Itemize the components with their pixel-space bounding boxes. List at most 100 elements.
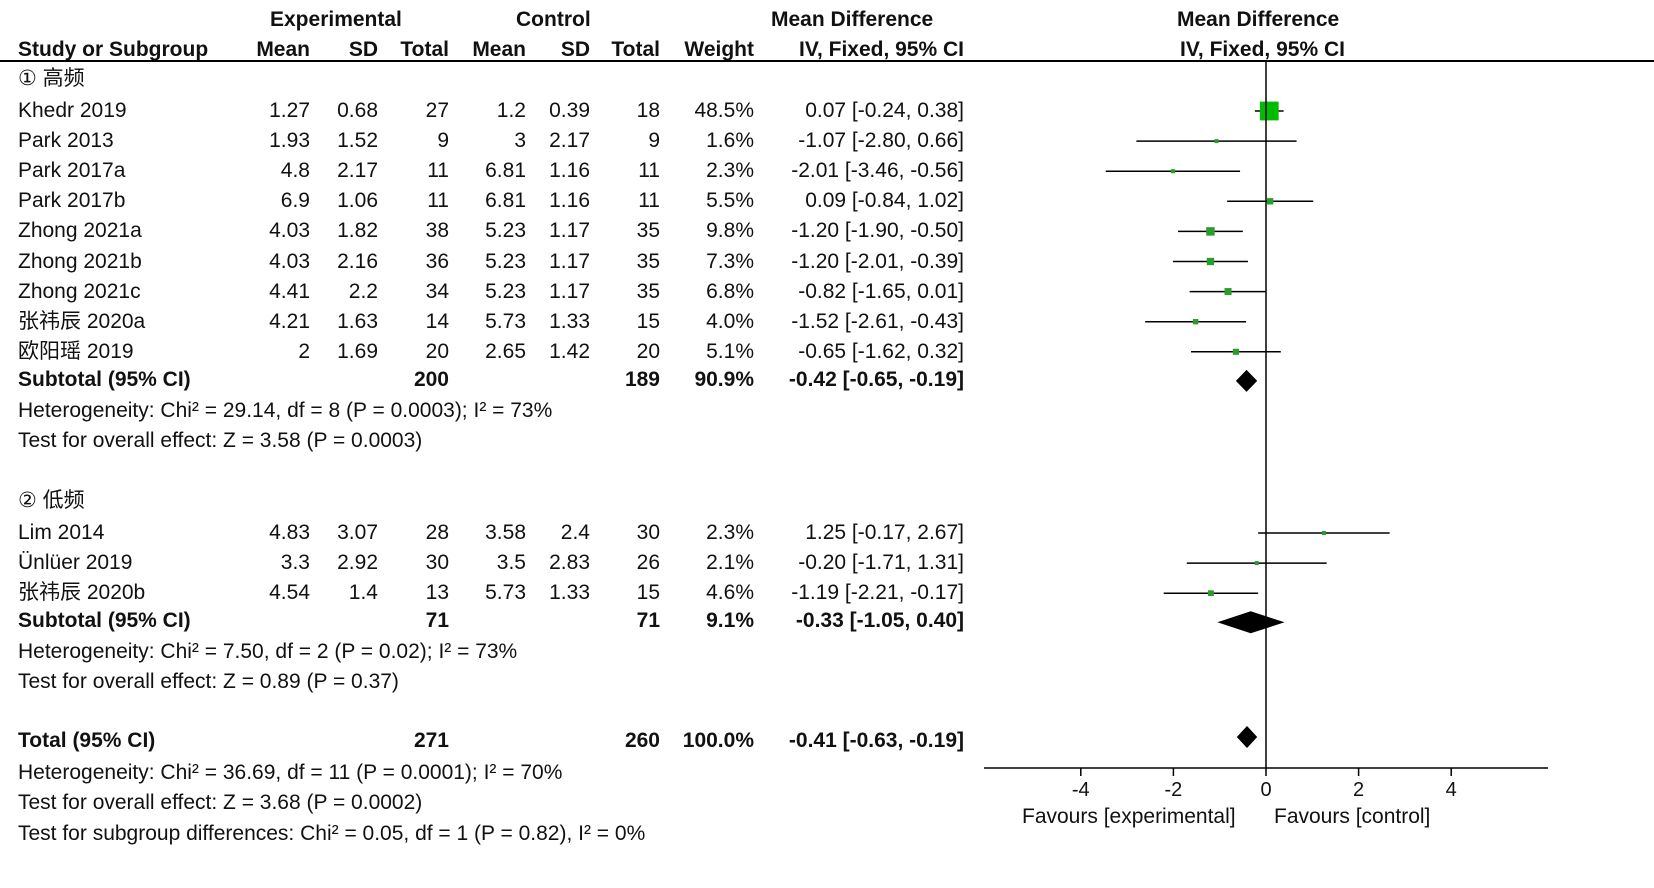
study-marker — [1254, 561, 1259, 566]
study-e-mean: 1.93 — [269, 129, 310, 153]
subtotal-e-total: 71 — [425, 609, 449, 633]
study-c-sd: 1.17 — [549, 249, 590, 273]
study-name: 欧阳瑶 2019 — [18, 339, 134, 363]
col-ctl-sd: SD — [560, 38, 590, 61]
x-tick-label: -2 — [1165, 779, 1183, 801]
subtotal-weight: 9.1% — [706, 609, 754, 633]
study-ci: -1.20 [-1.90, -0.50] — [791, 219, 964, 243]
subtotal-e-total: 200 — [413, 367, 449, 391]
col-ci: IV, Fixed, 95% CI — [799, 38, 964, 61]
study-ci: -1.52 [-2.61, -0.43] — [791, 309, 964, 333]
study-c-mean: 5.23 — [485, 279, 526, 303]
study-ci: -1.19 [-2.21, -0.17] — [791, 581, 964, 605]
study-e-sd: 2.17 — [337, 159, 378, 183]
study-e-sd: 2.16 — [337, 249, 378, 273]
overall-effect-text: Test for overall effect: Z = 3.58 (P = 0… — [18, 428, 423, 452]
study-c-total: 30 — [636, 521, 660, 544]
study-c-sd: 0.39 — [549, 99, 590, 122]
study-c-total: 35 — [636, 279, 660, 303]
study-c-sd: 1.17 — [549, 219, 590, 243]
study-e-sd: 1.82 — [337, 219, 378, 243]
study-marker — [1214, 139, 1219, 144]
study-name: Park 2013 — [18, 129, 114, 153]
header-control: Control — [516, 8, 591, 31]
study-e-sd: 2.92 — [337, 551, 378, 575]
col-study: Study or Subgroup — [18, 38, 209, 61]
study-weight: 4.6% — [706, 581, 754, 605]
study-name: Ünlüer 2019 — [18, 551, 133, 575]
study-e-mean: 4.8 — [280, 159, 310, 183]
study-c-total: 11 — [638, 159, 660, 183]
study-c-total: 20 — [636, 339, 660, 363]
study-c-mean: 6.81 — [485, 189, 526, 213]
study-e-mean: 6.9 — [280, 189, 310, 213]
study-marker — [1206, 257, 1215, 266]
study-e-total: 11 — [427, 189, 449, 213]
study-name: Lim 2014 — [18, 521, 105, 544]
study-c-mean: 5.73 — [485, 309, 526, 333]
study-c-total: 35 — [636, 219, 660, 243]
study-c-total: 18 — [636, 99, 660, 122]
col-ctl-mean: Mean — [472, 38, 526, 61]
study-e-sd: 1.63 — [337, 309, 378, 333]
total-ci: -0.41 [-0.63, -0.19] — [788, 729, 964, 752]
study-c-mean: 3 — [514, 129, 526, 153]
x-tick-label: -4 — [1072, 779, 1090, 801]
study-e-mean: 4.03 — [269, 219, 310, 243]
study-ci: 0.07 [-0.24, 0.38] — [805, 99, 964, 122]
col-ctl-total: Total — [611, 38, 660, 61]
study-e-sd: 0.68 — [337, 99, 378, 122]
study-e-mean: 4.03 — [269, 249, 310, 273]
study-weight: 5.5% — [706, 189, 754, 213]
study-e-total: 11 — [427, 159, 449, 183]
subtotal-c-total: 189 — [624, 367, 660, 391]
study-c-mean: 2.65 — [485, 339, 526, 363]
study-c-total: 15 — [636, 581, 660, 605]
study-e-total: 34 — [425, 279, 449, 303]
study-c-mean: 6.81 — [485, 159, 526, 183]
subtotal-label: Subtotal (95% CI) — [18, 367, 191, 391]
study-e-sd: 1.52 — [337, 129, 378, 153]
study-e-total: 30 — [425, 551, 449, 575]
study-weight: 1.6% — [706, 129, 754, 153]
study-weight: 2.1% — [706, 551, 754, 575]
study-marker — [1208, 590, 1214, 597]
study-weight: 48.5% — [694, 99, 754, 122]
study-marker — [1224, 288, 1232, 296]
study-e-mean: 3.3 — [280, 551, 310, 575]
study-c-mean: 3.5 — [496, 551, 526, 575]
study-weight: 6.8% — [706, 279, 754, 303]
study-name: Park 2017a — [18, 159, 126, 183]
study-c-mean: 1.2 — [496, 99, 526, 122]
study-e-mean: 4.41 — [269, 279, 310, 303]
study-e-total: 14 — [425, 309, 449, 333]
study-weight: 7.3% — [706, 249, 754, 273]
total-e-total: 271 — [413, 729, 449, 752]
study-c-sd: 2.17 — [549, 129, 590, 153]
subtotal-diamond — [1235, 369, 1258, 392]
study-c-total: 11 — [638, 189, 660, 213]
study-e-total: 36 — [425, 249, 449, 273]
favours-control-label: Favours [control] — [1274, 805, 1431, 828]
subtotal-ci: -0.33 [-1.05, 0.40] — [795, 609, 964, 633]
x-tick-label: 4 — [1446, 779, 1457, 801]
study-c-total: 35 — [636, 249, 660, 273]
subgroup-title: ① 高频 — [18, 67, 85, 90]
study-e-sd: 2.2 — [348, 279, 378, 303]
plot-subtitle: IV, Fixed, 95% CI — [1180, 38, 1345, 61]
study-c-sd: 1.42 — [549, 339, 590, 363]
study-ci: 1.25 [-0.17, 2.67] — [805, 521, 964, 544]
subgroup-differences-test: Test for subgroup differences: Chi² = 0.… — [18, 822, 646, 845]
study-name: 张祎辰 2020b — [18, 581, 146, 605]
study-e-sd: 1.69 — [337, 339, 378, 363]
study-name: Zhong 2021b — [18, 249, 142, 273]
study-marker — [1267, 198, 1274, 205]
study-e-total: 9 — [437, 129, 449, 153]
study-e-total: 38 — [425, 219, 449, 243]
total-label: Total (95% CI) — [18, 729, 156, 752]
study-e-sd: 1.4 — [348, 581, 378, 605]
study-marker — [1192, 319, 1199, 325]
study-weight: 9.8% — [706, 219, 754, 243]
study-e-total: 20 — [425, 339, 449, 363]
